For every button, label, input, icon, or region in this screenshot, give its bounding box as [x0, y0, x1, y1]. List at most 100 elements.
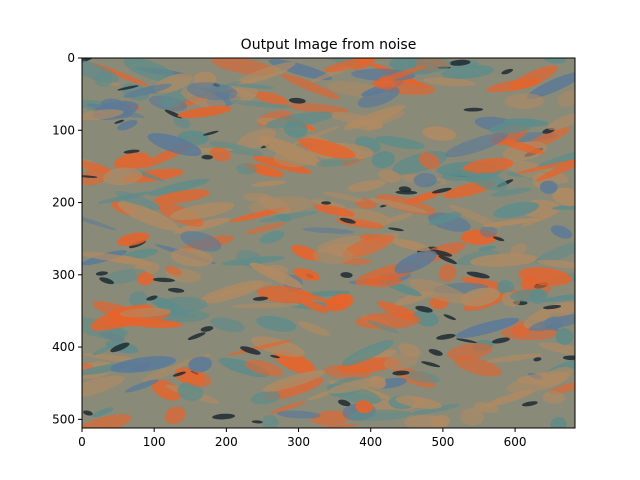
texture-stroke: [259, 230, 285, 244]
texture-stroke: [280, 73, 341, 100]
texture-stroke: [116, 232, 150, 247]
texture-stroke: [164, 406, 186, 425]
texture-stroke: [186, 82, 238, 101]
texture-stroke: [368, 197, 428, 214]
texture-stroke: [322, 191, 365, 202]
texture-stroke: [202, 130, 219, 136]
texture-stroke: [212, 413, 236, 420]
texture-stroke: [225, 99, 292, 109]
texture-stroke: [244, 222, 286, 235]
texture-stroke: [355, 312, 421, 330]
texture-stroke: [338, 399, 351, 407]
x-tick-label: 0: [78, 435, 86, 449]
texture-stroke: [549, 378, 575, 394]
texture-stroke: [341, 340, 394, 367]
texture-stroke: [521, 401, 538, 407]
texture-stroke: [257, 195, 291, 214]
texture-stroke: [449, 204, 502, 229]
texture-stroke: [383, 353, 419, 370]
x-tick-label: 200: [215, 435, 238, 449]
texture-stroke: [404, 414, 447, 428]
chart-title: Output Image from noise: [241, 37, 417, 53]
texture-stroke: [273, 149, 310, 168]
y-tick-label: 0: [67, 51, 75, 65]
texture-stroke: [550, 225, 573, 239]
texture-stroke: [415, 305, 433, 313]
texture-stroke: [287, 103, 349, 114]
texture-stroke: [129, 291, 148, 308]
texture-stroke: [544, 316, 563, 330]
texture-stroke: [340, 272, 353, 278]
texture-stroke: [364, 276, 402, 288]
texture-stroke: [454, 356, 502, 377]
texture-stroke: [496, 137, 545, 155]
texture-stroke: [392, 370, 410, 376]
texture-stroke: [117, 85, 139, 91]
texture-stroke: [486, 78, 543, 93]
texture-stroke: [491, 337, 510, 344]
texture-stroke: [252, 296, 269, 301]
texture-stroke: [536, 152, 575, 182]
texture-stroke: [428, 211, 463, 226]
texture-stroke: [262, 370, 325, 392]
texture-stroke: [485, 389, 535, 407]
texture-stroke: [188, 356, 212, 373]
texture-stroke: [543, 304, 562, 310]
texture-stroke: [291, 245, 320, 261]
texture-stroke: [251, 420, 264, 424]
texture-stroke: [493, 236, 505, 242]
texture-stroke: [413, 172, 437, 188]
texture-stroke: [200, 326, 214, 332]
texture-stroke: [463, 107, 484, 112]
texture-stroke: [438, 264, 457, 282]
texture-stroke: [422, 126, 457, 141]
texture-stroke: [263, 264, 289, 276]
texture-stroke: [339, 217, 356, 224]
texture-stroke: [117, 201, 179, 231]
texture-stroke: [270, 355, 280, 359]
texture-stroke: [455, 317, 520, 338]
texture-stroke: [240, 346, 261, 355]
texture-stroke: [92, 407, 114, 418]
texture-stroke: [446, 343, 493, 361]
y-tick-label: 300: [52, 268, 75, 282]
texture-stroke: [410, 404, 460, 416]
texture-stroke: [262, 414, 279, 428]
texture-stroke: [518, 267, 572, 286]
texture-stroke: [299, 298, 328, 313]
texture-stroke: [201, 154, 213, 160]
texture-stroke: [232, 302, 300, 309]
texture-stroke: [347, 120, 384, 130]
texture-stroke: [159, 88, 188, 109]
texture-stroke: [233, 61, 296, 86]
texture-stroke: [497, 280, 514, 295]
texture-stroke: [82, 160, 112, 173]
texture-stroke: [250, 391, 281, 405]
texture-stroke: [232, 83, 274, 89]
texture-stroke: [314, 423, 358, 428]
x-tick-label: 300: [287, 435, 310, 449]
texture-stroke: [371, 151, 395, 169]
texture-stroke: [503, 160, 569, 184]
texture-stroke: [367, 320, 399, 334]
texture-stroke: [210, 317, 245, 333]
texture-stroke: [443, 314, 456, 321]
texture-stroke: [430, 249, 453, 257]
texture-stroke: [172, 371, 186, 377]
texture-stroke: [151, 380, 182, 401]
texture-stroke: [543, 58, 567, 64]
texture-stroke: [251, 180, 287, 187]
texture-stroke: [170, 248, 214, 267]
texture-stroke: [292, 268, 321, 281]
texture-stroke: [237, 128, 276, 150]
texture-stroke: [297, 321, 331, 336]
texture-stroke: [347, 180, 386, 192]
texture-stroke: [515, 159, 575, 174]
texture-stroke: [114, 119, 125, 124]
x-axis: 0 100 200 300 400 500 600: [78, 428, 527, 449]
texture-stroke: [101, 268, 147, 285]
texture-stroke: [153, 189, 210, 204]
texture-stroke: [229, 207, 288, 223]
texture-stroke: [541, 293, 575, 303]
